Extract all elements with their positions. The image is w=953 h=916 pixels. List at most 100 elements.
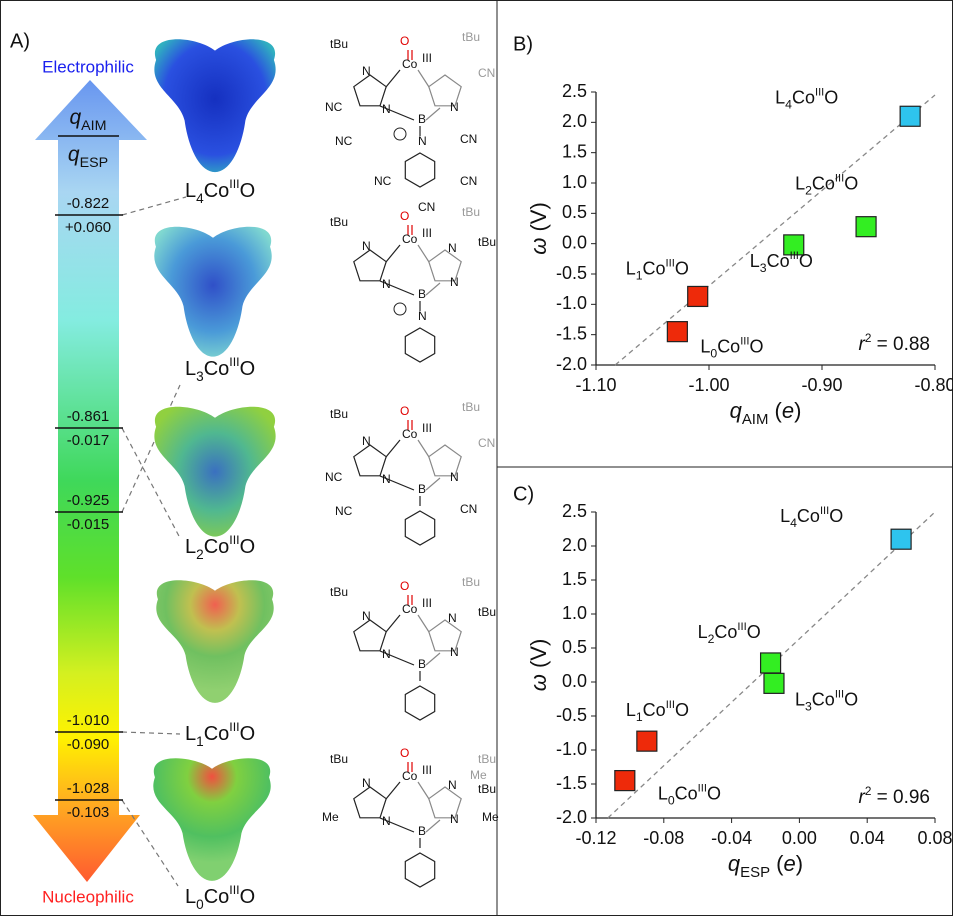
atom-label: Co [402,427,418,441]
atom-label: CN [460,174,477,188]
ring [353,786,387,819]
panel-label: A) [10,30,30,52]
point-label: L2CoIIIO [795,173,858,198]
y-tick-label: 2.0 [562,111,587,131]
text-part: Co [204,358,230,380]
text-part: L [185,358,196,380]
ring [404,685,436,721]
text-part: 3 [760,261,767,275]
text-part: 2 [865,785,872,798]
atom-label: Co [402,232,418,246]
atom-label: N [382,647,391,661]
surface [153,758,271,881]
atom-label: tBu [462,30,480,44]
atom-label: NC [335,504,353,518]
atom-label: N [382,814,391,828]
text-part: Co [714,622,737,642]
ring [428,444,462,477]
text-part: III [229,883,239,897]
text-part: L [698,622,708,642]
gradient-arrow [33,80,147,882]
text-part: III [229,355,239,369]
atom-label: tBu [330,37,348,51]
text-part: 4 [790,516,797,530]
text-part: L [795,173,805,193]
atom-label: tBu [462,400,480,414]
ring [404,152,436,188]
y-tick-label: 0.5 [562,202,587,222]
atom-label: tBu [478,605,496,619]
text-part: Co [675,783,698,803]
atom-label: CN [418,200,435,214]
connector [121,731,181,735]
point-label: L4CoIIIO [780,505,843,530]
text-part: (V) [526,639,551,674]
text-part: III [835,688,844,700]
text-part: 1 [636,269,643,283]
text-part: III [740,336,749,348]
point [759,652,782,674]
y-tick-label: 2.5 [562,81,587,101]
text-part: 2 [708,632,715,646]
text-part: O [824,87,838,107]
text-part: Co [204,723,230,745]
bond [379,280,415,296]
atom-label: CN [478,436,495,450]
text-part: L [700,336,710,356]
atom-label: B [418,287,426,301]
text-part: O [829,506,843,526]
y-tick-label: -2.0 [556,354,587,374]
atom-label: Co [402,769,418,783]
point-label: L4CoIIIO [775,86,838,111]
text-part: Co [797,506,820,526]
scale-aim: -1.028 [67,780,110,797]
point [763,672,785,694]
text-part: L [626,258,636,278]
scale-esp: -0.015 [67,516,110,533]
scale-esp: -0.090 [67,736,110,753]
atom-label: N [382,472,391,486]
point-label: L0CoIIIO [658,783,721,808]
text-part: Co [792,87,815,107]
atom-label: Me [470,768,487,782]
atom-label: N [382,277,391,291]
atom-label: O [400,404,409,418]
ring [428,74,462,107]
text-part: Co [643,258,666,278]
atom-label: tBu [462,575,480,589]
text-part: L [185,180,196,202]
text-part: O [707,783,721,803]
y-tick-label: 1.0 [562,172,587,192]
atom-label: N [362,434,371,448]
text-part: III [229,533,239,547]
y-tick-label: -2.0 [556,807,587,827]
y-tick-label: -0.5 [556,263,587,283]
atom-label: tBu [478,235,496,249]
atom-label: NC [335,134,353,148]
atom-label: NC [325,100,343,114]
x-tick-label: -0.80 [914,375,953,395]
scale-aim: -0.822 [67,195,110,212]
text-part: L [780,506,790,526]
atom-label: N [448,778,457,792]
text-part: O [240,536,256,558]
text-part: e [782,398,794,423]
text-part: Co [717,336,740,356]
electrophilic-label: Electrophilic [42,57,134,76]
text-part: Co [643,700,666,720]
bond [425,652,441,666]
text-part: L [658,783,668,803]
bond [379,817,415,833]
x-tick-label: -0.90 [801,375,842,395]
r-squared: r2 = 0.88 [858,332,930,355]
text-part: 0 [668,794,675,808]
scale-aim: -0.925 [67,492,110,509]
fit-line [614,94,936,366]
scale-aim: -1.010 [67,712,110,729]
atom-label: tBu [478,752,496,766]
atom-label: O [400,209,409,223]
y-tick-label: -1.5 [556,323,587,343]
ring [353,619,387,652]
